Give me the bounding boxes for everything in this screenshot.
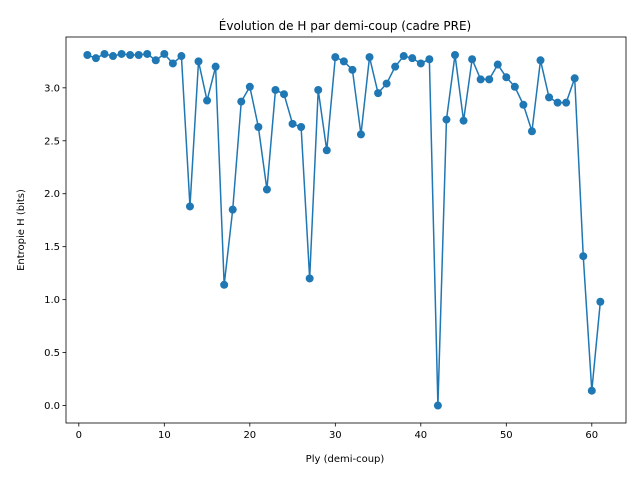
data-point xyxy=(339,57,348,66)
data-point xyxy=(468,55,477,64)
data-point xyxy=(117,49,126,58)
data-point xyxy=(425,55,434,64)
data-point xyxy=(271,85,280,94)
data-point xyxy=(91,54,100,63)
data-point xyxy=(570,74,579,83)
data-point xyxy=(245,82,254,91)
data-point xyxy=(587,386,596,395)
y-tick-label: 2.0 xyxy=(44,189,60,200)
data-point xyxy=(109,52,118,61)
y-tick-label: 3.0 xyxy=(44,83,60,94)
data-point xyxy=(356,130,365,139)
data-point xyxy=(433,401,442,410)
data-point xyxy=(168,59,177,68)
data-point xyxy=(553,98,562,107)
data-point xyxy=(211,62,220,71)
data-point xyxy=(365,53,374,62)
data-point xyxy=(177,52,186,61)
data-point xyxy=(527,127,536,136)
data-point xyxy=(262,185,271,194)
data-point xyxy=(288,119,297,128)
data-point xyxy=(391,62,400,71)
data-point xyxy=(562,98,571,107)
x-tick-label: 60 xyxy=(585,430,598,441)
data-point xyxy=(416,59,425,68)
data-point xyxy=(228,205,237,214)
y-tick-label: 0.0 xyxy=(44,401,60,412)
x-tick-label: 0 xyxy=(76,430,82,441)
y-tick-label: 1.0 xyxy=(44,295,60,306)
data-point xyxy=(194,57,203,66)
data-point xyxy=(485,75,494,84)
plot-frame xyxy=(65,36,627,424)
x-axis: 0 10 20 30 40 50 60 xyxy=(76,423,598,441)
data-point xyxy=(297,123,306,132)
y-tick-label: 1.5 xyxy=(44,242,60,253)
data-point xyxy=(442,115,451,124)
data-point xyxy=(254,123,263,132)
data-point xyxy=(579,252,588,261)
data-point xyxy=(408,54,417,63)
y-axis: 0.0 0.5 1.0 1.5 2.0 2.5 3.0 xyxy=(44,83,66,412)
data-point xyxy=(476,75,485,84)
data-point xyxy=(374,89,383,98)
y-axis-label: Entropie H (bits) xyxy=(16,189,27,271)
data-point xyxy=(305,274,314,283)
data-point xyxy=(237,97,246,106)
x-tick-label: 10 xyxy=(158,430,171,441)
data-point xyxy=(314,85,323,94)
y-tick-label: 2.5 xyxy=(44,136,60,147)
series-layer xyxy=(83,49,605,410)
data-point xyxy=(126,51,135,59)
data-point xyxy=(399,52,408,61)
data-point xyxy=(83,51,92,59)
data-point xyxy=(143,49,152,58)
x-tick-label: 40 xyxy=(414,430,427,441)
data-point xyxy=(203,96,212,105)
data-point xyxy=(451,51,460,59)
data-point xyxy=(185,202,194,211)
x-tick-label: 30 xyxy=(329,430,342,441)
data-point xyxy=(348,65,357,74)
data-point xyxy=(502,73,511,82)
data-point xyxy=(100,49,109,58)
data-point xyxy=(596,297,605,306)
data-point xyxy=(519,100,528,109)
data-point xyxy=(510,82,519,91)
data-point xyxy=(493,60,502,69)
data-point xyxy=(382,79,391,88)
data-point xyxy=(151,56,160,65)
data-point xyxy=(220,280,229,289)
data-point xyxy=(134,51,143,59)
y-tick-label: 0.5 xyxy=(44,348,60,359)
x-tick-label: 20 xyxy=(243,430,256,441)
data-point xyxy=(280,90,289,99)
data-point xyxy=(545,93,554,102)
data-point xyxy=(459,116,468,125)
data-point xyxy=(331,53,340,62)
x-axis-label: Ply (demi-coup) xyxy=(306,454,385,465)
data-point xyxy=(322,146,331,155)
x-tick-label: 50 xyxy=(500,430,513,441)
data-point xyxy=(160,49,169,58)
chart-title: Évolution de H par demi-coup (cadre PRE) xyxy=(219,18,471,33)
data-point xyxy=(536,56,545,65)
